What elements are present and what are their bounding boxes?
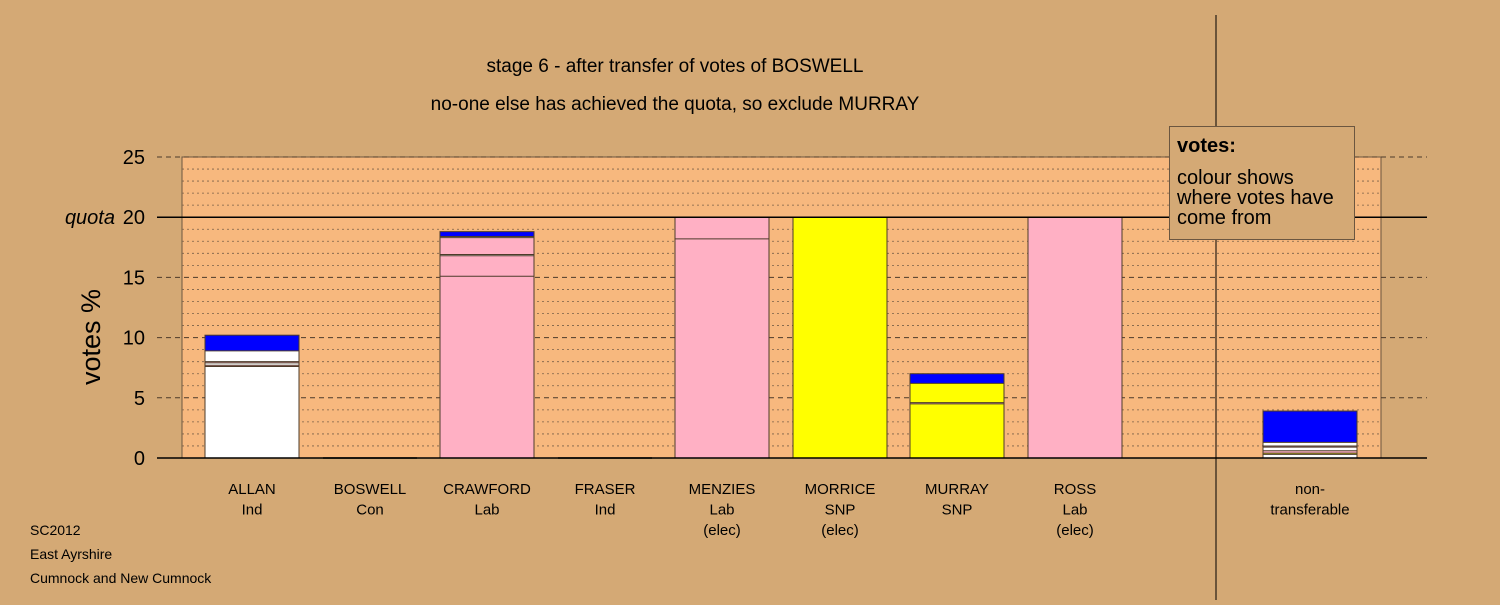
category-label-party: transferable <box>1270 502 1349 519</box>
y-tick-label: 25 <box>123 147 145 169</box>
bar-segment <box>205 350 299 362</box>
bar-segment <box>910 383 1004 403</box>
bar-segment <box>1263 445 1357 448</box>
category-label-name: ROSS <box>1054 481 1097 498</box>
category-label-name: ALLAN <box>228 481 276 498</box>
candidate-bar-crawford <box>439 231 535 459</box>
bar-segment <box>910 373 1004 384</box>
bar-segment <box>205 366 299 458</box>
bar-segment <box>205 335 299 351</box>
category-label-party: Lab <box>709 502 734 519</box>
y-tick-label: 10 <box>123 328 145 350</box>
category-label-party: SNP <box>942 502 973 519</box>
y-tick-label: 0 <box>134 448 145 470</box>
footer-election: SC2012 <box>30 522 81 538</box>
bar-segment <box>1263 442 1357 446</box>
category-label-name: BOSWELL <box>334 481 407 498</box>
category-label-status: (elec) <box>1056 522 1094 539</box>
category-label-party: Ind <box>242 502 263 519</box>
bar-segment <box>1263 450 1357 454</box>
bar-segment <box>675 238 769 458</box>
y-tick-label: 20 <box>123 207 145 229</box>
bar-segment <box>910 402 1004 404</box>
footer-ward: Cumnock and New Cumnock <box>30 570 212 586</box>
category-label-party: Con <box>356 502 384 519</box>
legend-text: colour shows where votes have come from <box>1177 167 1334 229</box>
bars-layer <box>204 216 1358 459</box>
category-label-name: MENZIES <box>689 481 756 498</box>
bar-segment <box>1263 453 1357 455</box>
y-tick-label: 15 <box>123 267 145 289</box>
y-tick-label: 5 <box>134 388 145 410</box>
category-label-name: CRAWFORD <box>443 481 531 498</box>
bar-segment <box>440 254 534 256</box>
candidate-bar-allan <box>204 334 300 459</box>
footer-council: East Ayrshire <box>30 546 113 562</box>
candidate-bar-murray <box>909 373 1005 459</box>
category-label-status: (elec) <box>703 522 741 539</box>
category-label-status: (elec) <box>821 522 859 539</box>
bar-segment <box>793 217 887 458</box>
category-label-party: Ind <box>595 502 616 519</box>
bar-segment <box>440 231 534 237</box>
category-label-name: MURRAY <box>925 481 989 498</box>
category-label-party: Lab <box>474 502 499 519</box>
candidate-bar-ross <box>1027 216 1123 459</box>
candidate-bar-non-transferable <box>1262 410 1358 459</box>
chart-subtitle: no-one else has achieved the quota, so e… <box>431 94 920 115</box>
bar-segment <box>205 361 299 363</box>
bar-segment <box>1263 447 1357 451</box>
legend-title: votes: <box>1177 135 1236 157</box>
bar-segment <box>205 362 299 366</box>
bar-segment <box>675 217 769 239</box>
bar-segment <box>1028 217 1122 458</box>
category-label-name: non- <box>1295 481 1325 498</box>
bar-segment <box>440 236 534 238</box>
quota-label: quota <box>65 207 115 229</box>
bar-segment <box>910 403 1004 458</box>
bar-segment <box>440 255 534 277</box>
candidate-bar-morrice <box>792 216 888 459</box>
category-label-name: FRASER <box>575 481 636 498</box>
category-label-name: MORRICE <box>805 481 876 498</box>
bar-segment <box>1263 454 1357 458</box>
bar-segment <box>205 365 299 367</box>
y-axis-label: votes % <box>76 289 106 385</box>
candidate-bar-menzies <box>674 216 770 459</box>
bar-segment <box>440 237 534 255</box>
legend-box: votes: colour shows where votes have com… <box>1169 126 1355 240</box>
chart-title: stage 6 - after transfer of votes of BOS… <box>486 56 863 77</box>
bar-segment <box>440 276 534 458</box>
bar-segment <box>1263 411 1357 443</box>
category-label-party: SNP <box>825 502 856 519</box>
category-label-party: Lab <box>1062 502 1087 519</box>
